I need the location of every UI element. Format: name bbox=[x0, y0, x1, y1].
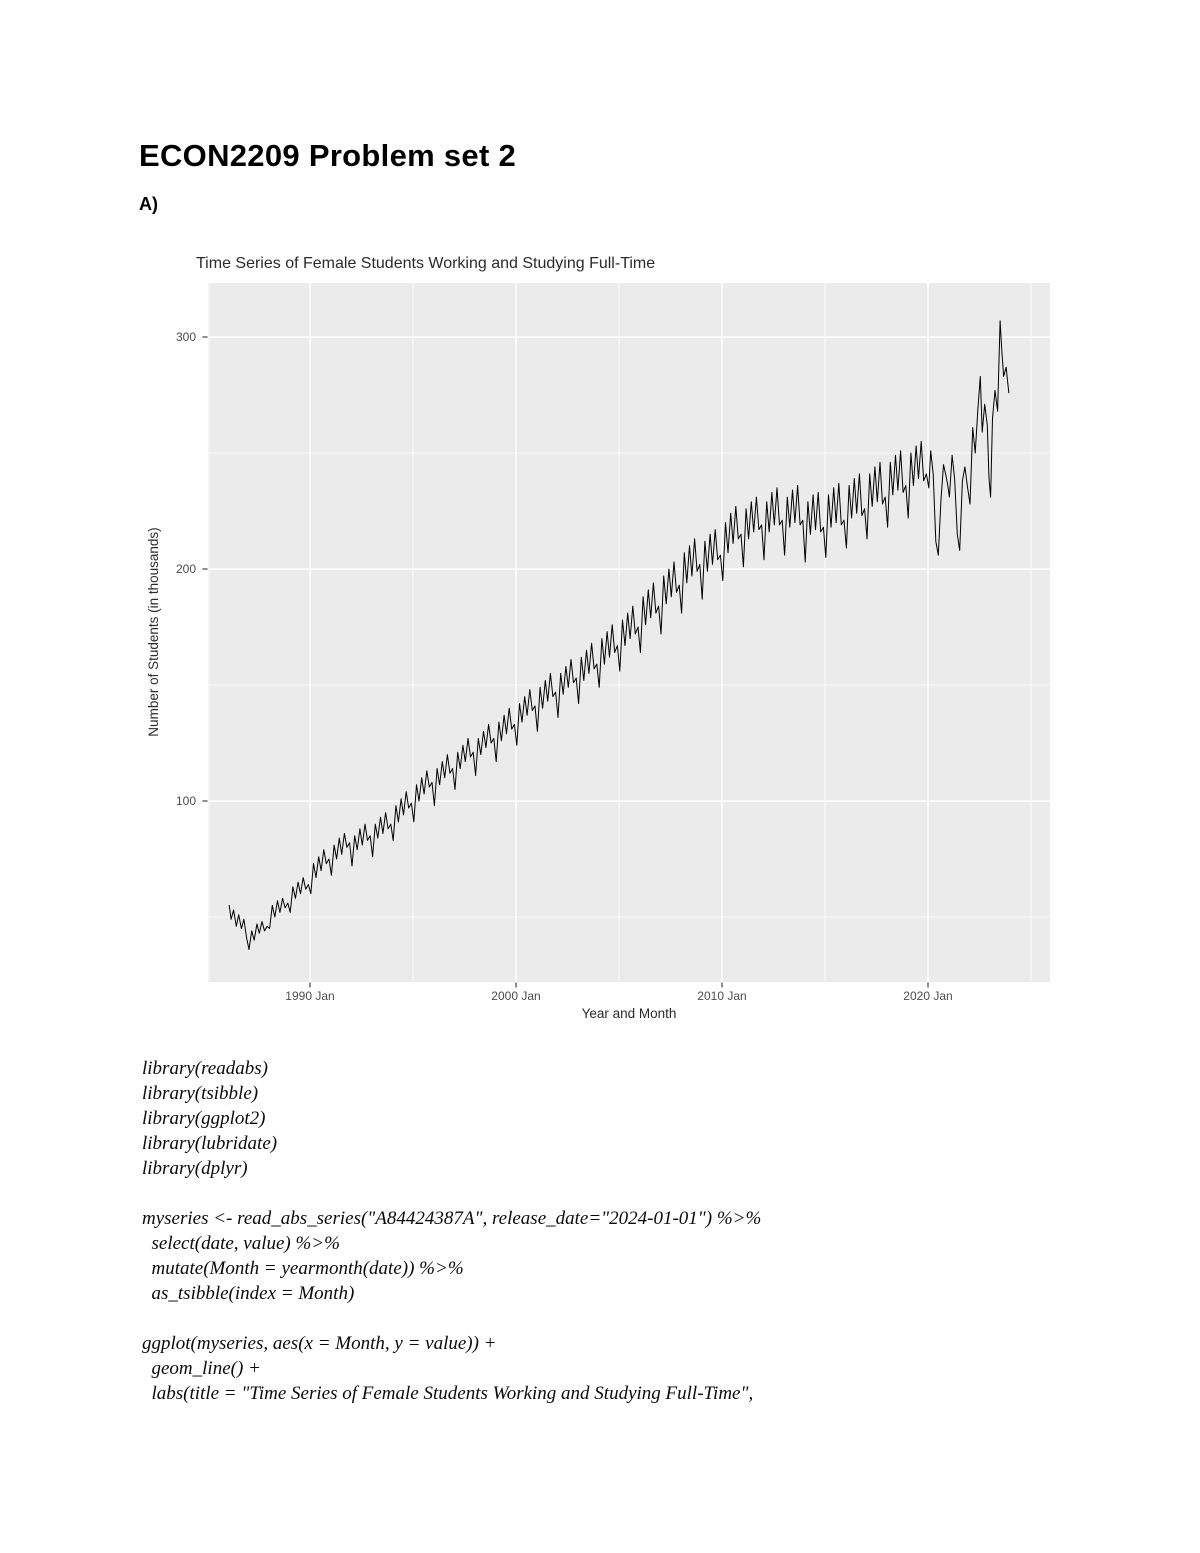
code-line: mutate(Month = yearmonth(date)) %>% bbox=[142, 1258, 464, 1279]
code-line: geom_line() + bbox=[142, 1358, 261, 1379]
y-tick-label: 100 bbox=[176, 794, 196, 808]
chart-panel bbox=[208, 283, 1050, 982]
x-tick-label: 2010 Jan bbox=[697, 989, 746, 1003]
axis-tick-marks bbox=[202, 336, 929, 988]
y-tick-label: 300 bbox=[176, 330, 196, 344]
y-tick-labels: 100 200 300 bbox=[176, 330, 196, 808]
code-line: library(ggplot2) bbox=[142, 1108, 266, 1129]
code-line: select(date, value) %>% bbox=[142, 1233, 341, 1254]
section-label: A) bbox=[139, 194, 158, 214]
y-tick-label: 200 bbox=[176, 562, 196, 576]
time-series-chart: 1990 Jan 2000 Jan 2010 Jan 2020 Jan 100 200 3… bbox=[146, 255, 1050, 1021]
major-gridlines bbox=[208, 283, 1050, 982]
y-axis-title: Number of Students (in thousands) bbox=[146, 527, 161, 736]
code-line: library(readabs) bbox=[142, 1058, 268, 1079]
series-line bbox=[228, 320, 1010, 950]
x-tick-label: 2000 Jan bbox=[491, 989, 540, 1003]
code-block: library(readabs) library(tsibble) library(… bbox=[142, 1056, 761, 1406]
code-line: ggplot(myseries, aes(x = Month, y = valu… bbox=[142, 1333, 497, 1354]
code-line: library(tsibble) bbox=[142, 1083, 259, 1104]
code-line: myseries <- read_abs_series("A84424387A"… bbox=[142, 1208, 762, 1229]
x-tick-label: 1990 Jan bbox=[285, 989, 334, 1003]
x-tick-label: 2020 Jan bbox=[903, 989, 952, 1003]
code-blank-line bbox=[142, 1306, 761, 1331]
page-title: ECON2209 Problem set 2 bbox=[139, 138, 517, 173]
chart-title: Time Series of Female Students Working a… bbox=[196, 255, 655, 272]
x-axis-title: Year and Month bbox=[582, 1006, 677, 1021]
x-tick-labels: 1990 Jan 2000 Jan 2010 Jan 2020 Jan bbox=[285, 989, 952, 1003]
code-line: as_tsibble(index = Month) bbox=[142, 1283, 355, 1304]
code-blank-line bbox=[142, 1181, 761, 1206]
minor-gridlines bbox=[208, 283, 1050, 982]
code-line: labs(title = "Time Series of Female Stud… bbox=[142, 1383, 754, 1404]
code-line: library(dplyr) bbox=[142, 1158, 248, 1179]
code-line: library(lubridate) bbox=[142, 1133, 278, 1154]
